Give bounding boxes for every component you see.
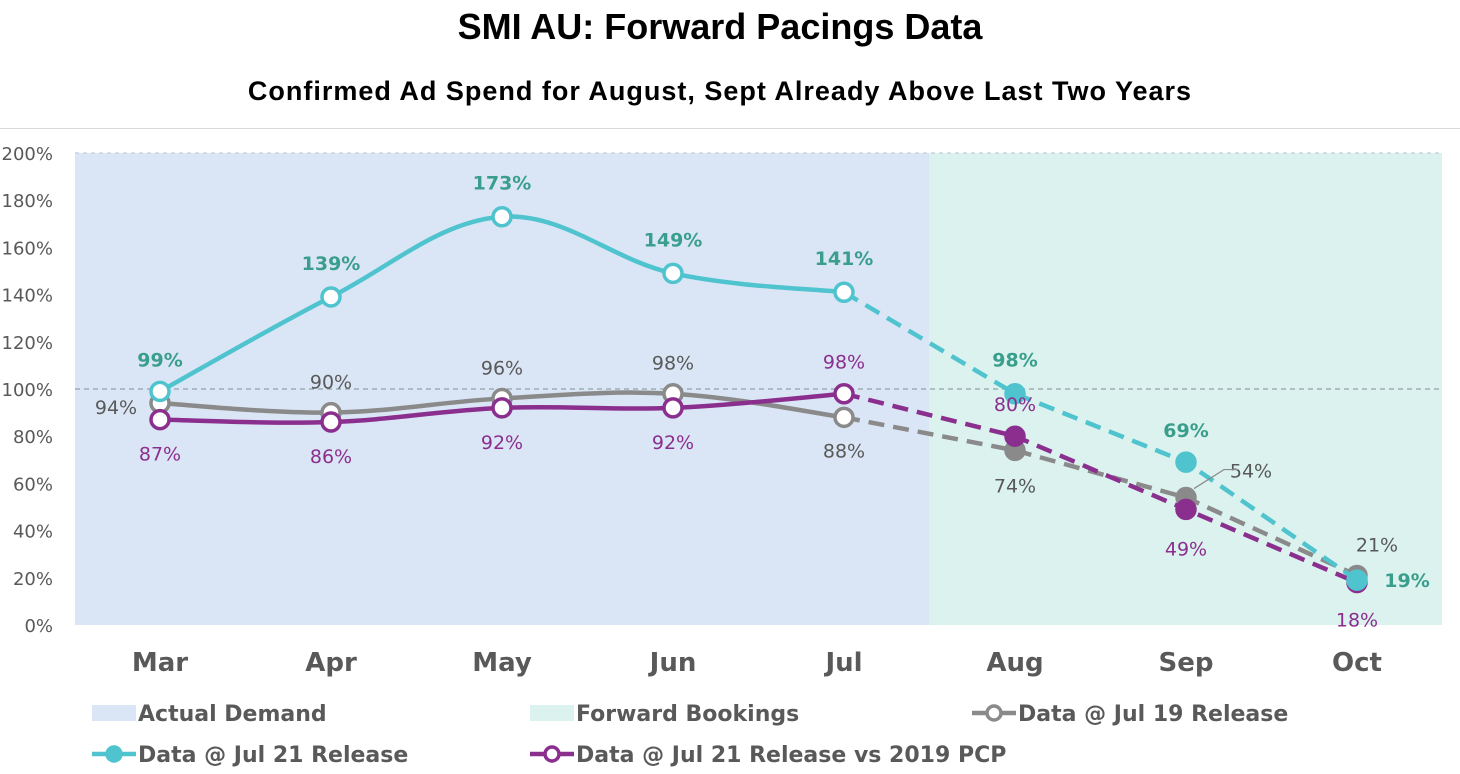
y-tick-label: 120% [2,333,53,354]
data-point [833,406,855,429]
data-point [149,380,171,403]
data-label: 149% [644,229,703,251]
legend-marker [105,745,123,763]
legend-item: Data @ Jul 19 Release [972,702,1288,727]
legend-marker [985,704,1003,722]
data-point [1346,569,1368,591]
y-tick-label: 40% [13,522,53,543]
data-point [1004,382,1026,405]
data-point [662,397,684,419]
data-label: 74% [994,475,1036,497]
y-tick-label: 60% [13,474,53,495]
data-label: 92% [652,432,694,454]
data-point [149,408,171,431]
data-point [1175,451,1197,473]
header-divider [0,128,1460,129]
data-label: 98% [992,350,1037,372]
y-tick-label: 0% [24,616,53,637]
data-label: 19% [1384,570,1429,592]
legend-label: Forward Bookings [576,702,799,727]
data-point [491,205,513,228]
legend-label: Data @ Jul 19 Release [1018,702,1288,727]
data-point [491,397,513,419]
data-label: 18% [1336,610,1378,632]
x-tick-label: May [472,648,532,678]
x-tick-label: Jul [823,648,862,678]
data-label: 21% [1356,534,1398,556]
data-point [320,411,342,433]
legend-marker [543,745,561,763]
legend-item: Data @ Jul 21 Release [92,743,408,768]
y-tick-label: 140% [2,286,53,307]
data-label: 139% [302,253,361,275]
data-label: 90% [310,372,352,394]
data-point [833,281,855,303]
chart-gridlines [75,152,1442,390]
data-label: 49% [1165,538,1207,560]
label-leader-line [1193,468,1238,490]
chart-series [149,205,1368,594]
data-point [320,286,342,308]
data-label: 99% [137,349,182,371]
y-tick-label: 80% [13,427,53,448]
x-tick-label: Mar [132,648,188,678]
x-tick-label: Apr [305,648,357,678]
data-label: 88% [823,440,865,462]
legend-swatch [530,705,574,721]
y-tick-label: 20% [13,569,53,590]
data-label: 173% [473,173,532,195]
data-label: 94% [95,397,137,419]
chart-subtitle: Confirmed Ad Spend for August, Sept Alre… [247,76,1193,106]
legend-item: Forward Bookings [530,702,799,727]
data-label: 141% [815,248,874,270]
legend-label: Data @ Jul 21 Release [138,743,408,768]
chart-legend: Actual Demand Forward Bookings Data @ Jul … [92,702,1288,768]
series-line-forward [842,290,1359,583]
legend-swatch [92,705,136,721]
x-tick-label: Oct [1332,648,1382,678]
data-label: 98% [823,352,865,374]
data-label: 80% [994,394,1036,416]
data-label: 86% [310,446,352,468]
y-tick-label: 100% [2,380,53,401]
data-label: 96% [481,357,523,379]
data-point [1175,498,1197,521]
legend-label: Actual Demand [138,702,327,727]
data-point [1004,425,1026,447]
legend-item: Actual Demand [92,702,327,727]
x-tick-label: Jun [648,648,697,678]
chart-data-labels: 94% 90% 96% 98% 88% 74% 54% 21% 99% 139% 173% 149% 1… [95,173,1430,632]
series-line-forward [843,415,1358,578]
y-tick-label: 160% [2,238,53,259]
chart-axes: 0% 20% 40% 60% 80% 100% 120% 140% 160% 180% 200% Ma… [2,144,1382,678]
series-line-forward [843,391,1358,585]
legend-item: Data @ Jul 21 Release vs 2019 PCP [530,743,1006,768]
data-label: 87% [139,444,181,466]
chart-title: SMI AU: Forward Pacings Data [457,6,983,47]
data-label: 98% [652,353,694,375]
data-label: 69% [1163,420,1208,442]
x-tick-label: Sep [1159,648,1214,678]
data-point [833,382,855,405]
legend-label: Data @ Jul 21 Release vs 2019 PCP [576,743,1006,768]
x-tick-label: Aug [986,648,1043,678]
data-point [662,262,684,285]
data-label: 54% [1230,461,1272,483]
data-label: 92% [481,432,523,454]
y-tick-label: 180% [2,191,53,212]
y-tick-label: 200% [2,144,53,165]
